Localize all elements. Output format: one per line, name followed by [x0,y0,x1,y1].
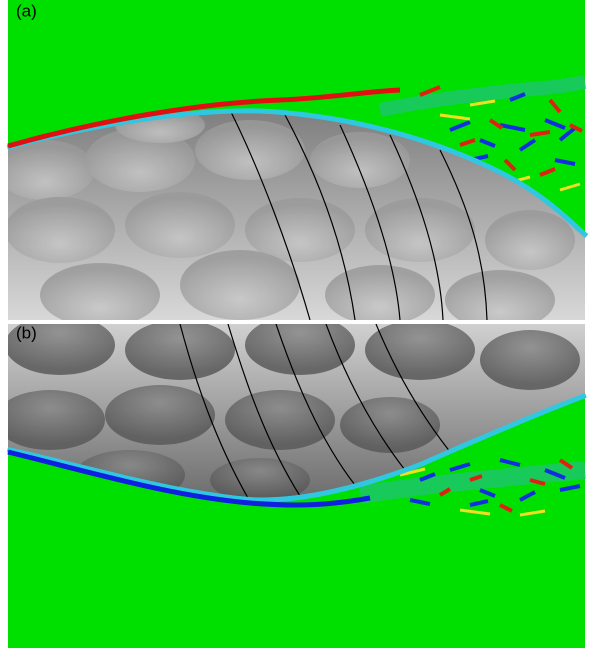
panel-a: (a) [0,0,585,330]
separator [8,320,585,324]
panel-b: (b) [0,315,585,648]
panel-label: (a) [16,1,37,20]
figure: (a) ( [0,0,589,648]
panel-label: (b) [16,323,37,342]
page: {"panels": [{"label": "(a)"}, {"label": … [0,0,589,648]
